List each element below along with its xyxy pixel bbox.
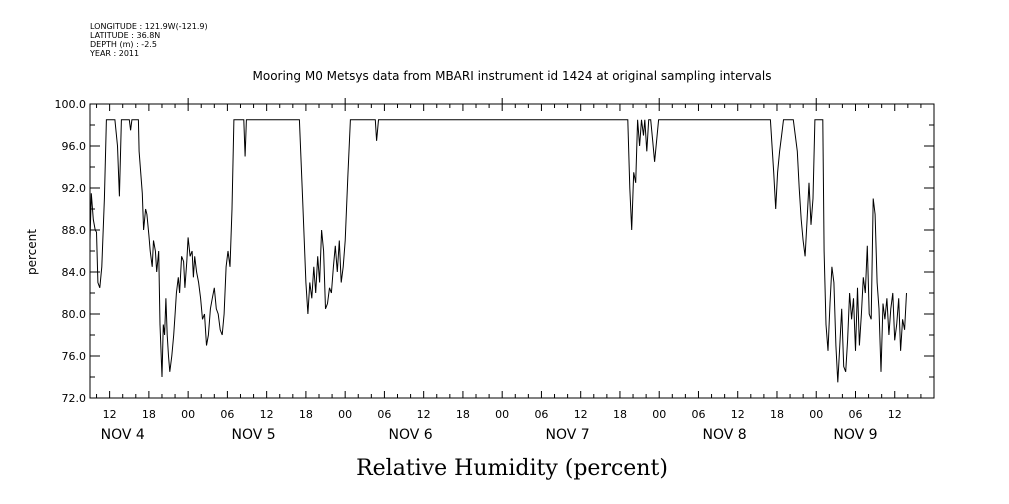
x-tick-label: 00 <box>495 408 509 421</box>
x-tick-label: 12 <box>260 408 274 421</box>
x-tick-label: 18 <box>456 408 470 421</box>
meta-year: YEAR : 2011 <box>90 49 140 58</box>
x-tick-label: 00 <box>652 408 666 421</box>
x-tick-label: 18 <box>770 408 784 421</box>
x-tick-label: 06 <box>691 408 705 421</box>
chart-title: Mooring M0 Metsys data from MBARI instru… <box>253 69 772 83</box>
x-tick-label: 00 <box>181 408 195 421</box>
x-tick-label: 12 <box>417 408 431 421</box>
x-tick-label: 18 <box>142 408 156 421</box>
y-tick-label: 76.0 <box>62 350 87 363</box>
meta-depth: DEPTH (m) : -2.5 <box>90 40 157 49</box>
series-line <box>89 119 907 383</box>
metadata-block: LONGITUDE : 121.9W(-121.9) LATITUDE : 36… <box>90 22 208 58</box>
plot-frame <box>89 103 935 399</box>
x-tick-label: 06 <box>534 408 548 421</box>
x-tick-label: 06 <box>377 408 391 421</box>
x-tick-label: 00 <box>809 408 823 421</box>
y-tick-label: 96.0 <box>62 140 87 153</box>
x-day-label: NOV 8 <box>703 427 747 443</box>
x-tick-label: 12 <box>103 408 117 421</box>
y-tick-label: 92.0 <box>62 182 87 195</box>
x-tick-label: 06 <box>848 408 862 421</box>
x-tick-label: 18 <box>299 408 313 421</box>
x-day-label: NOV 4 <box>101 427 145 443</box>
y-tick-label: 72.0 <box>62 392 87 405</box>
x-tick-label: 18 <box>613 408 627 421</box>
series-layer <box>89 119 907 383</box>
x-day-label: NOV 9 <box>833 427 877 443</box>
x-tick-label: 12 <box>888 408 902 421</box>
meta-longitude: LONGITUDE : 121.9W(-121.9) <box>90 22 208 31</box>
x-tick-label: 12 <box>731 408 745 421</box>
y-tick-label: 84.0 <box>62 266 87 279</box>
axis-ticks: 72.0 76.0 80.0 84.0 88.0 92.0 96.0 100.0 12 18 00 0… <box>55 98 935 443</box>
y-axis-label: percent <box>25 229 39 275</box>
x-day-label: NOV 6 <box>388 427 432 443</box>
x-day-label: NOV 7 <box>546 427 590 443</box>
x-day-label: NOV 5 <box>231 427 275 443</box>
y-tick-label: 80.0 <box>62 308 87 321</box>
x-tick-label: 06 <box>220 408 234 421</box>
meta-latitude: LATITUDE : 36.8N <box>90 31 161 40</box>
x-tick-label: 12 <box>574 408 588 421</box>
x-axis-label: Relative Humidity (percent) <box>356 456 668 481</box>
x-tick-label: 00 <box>338 408 352 421</box>
y-tick-label: 88.0 <box>62 224 87 237</box>
y-tick-label: 100.0 <box>55 98 87 111</box>
